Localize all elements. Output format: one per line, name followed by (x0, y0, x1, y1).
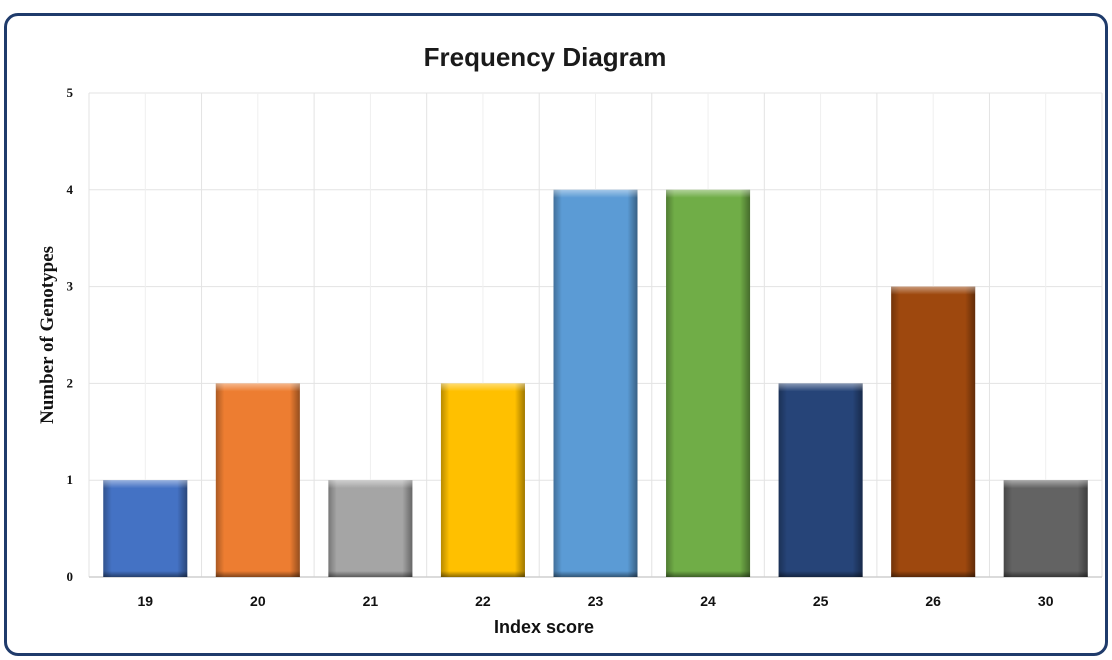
y-tick-label: 2 (67, 375, 74, 390)
bar-bevel-bottom (1003, 571, 1088, 577)
bar-bevel-top (891, 286, 976, 295)
bars (103, 189, 1088, 578)
bar-bevel-sides (891, 286, 976, 577)
bar-24 (666, 189, 751, 578)
y-tick-label: 1 (67, 472, 74, 487)
x-tick-label: 24 (700, 593, 716, 609)
bar-bevel-bottom (778, 571, 863, 577)
bar-26 (891, 286, 976, 577)
x-tick-label: 26 (925, 593, 941, 609)
bar-bevel-bottom (553, 571, 638, 577)
bar-bevel-top (440, 383, 525, 392)
bar-bevel-top (328, 480, 413, 489)
bar-bevel-top (103, 480, 188, 489)
bar-bevel-sides (666, 189, 751, 578)
bar-bevel-sides (778, 383, 863, 577)
bar-23 (553, 189, 638, 578)
bar-bevel-top (666, 189, 751, 198)
bar-22 (440, 383, 525, 577)
bar-bevel-top (553, 189, 638, 198)
x-tick-label: 25 (813, 593, 829, 609)
y-axis-ticks: 0 1 2 3 4 5 (67, 85, 74, 584)
x-tick-label: 21 (363, 593, 379, 609)
bar-bevel-sides (553, 189, 638, 578)
bar-21 (328, 480, 413, 577)
bar-bevel-top (1003, 480, 1088, 489)
bar-bevel-top (215, 383, 300, 392)
bar-bevel-sides (215, 383, 300, 577)
x-tick-label: 19 (137, 593, 153, 609)
bar-bevel-sides (1003, 480, 1088, 577)
x-tick-label: 20 (250, 593, 266, 609)
bar-20 (215, 383, 300, 577)
bar-bevel-bottom (440, 571, 525, 577)
bar-30 (1003, 480, 1088, 577)
bar-bevel-sides (103, 480, 188, 577)
bar-25 (778, 383, 863, 577)
bar-bevel-bottom (891, 571, 976, 577)
y-tick-label: 4 (67, 182, 74, 197)
bar-bevel-bottom (328, 571, 413, 577)
bar-19 (103, 480, 188, 577)
x-tick-label: 22 (475, 593, 491, 609)
bar-bevel-bottom (103, 571, 188, 577)
y-tick-label: 3 (67, 279, 74, 294)
bar-bevel-sides (440, 383, 525, 577)
bar-bevel-sides (328, 480, 413, 577)
x-tick-label: 30 (1038, 593, 1054, 609)
x-axis-ticks: 19 20 21 22 23 24 25 26 30 (137, 593, 1053, 609)
x-tick-label: 23 (588, 593, 604, 609)
x-axis-label: Index score (494, 617, 594, 637)
bar-bevel-bottom (215, 571, 300, 577)
y-tick-label: 0 (67, 569, 74, 584)
y-axis-label: Number of Genotypes (37, 246, 58, 424)
y-tick-label: 5 (67, 85, 74, 100)
bar-bevel-top (778, 383, 863, 392)
bar-bevel-bottom (666, 571, 751, 577)
chart-title: Frequency Diagram (423, 42, 667, 72)
